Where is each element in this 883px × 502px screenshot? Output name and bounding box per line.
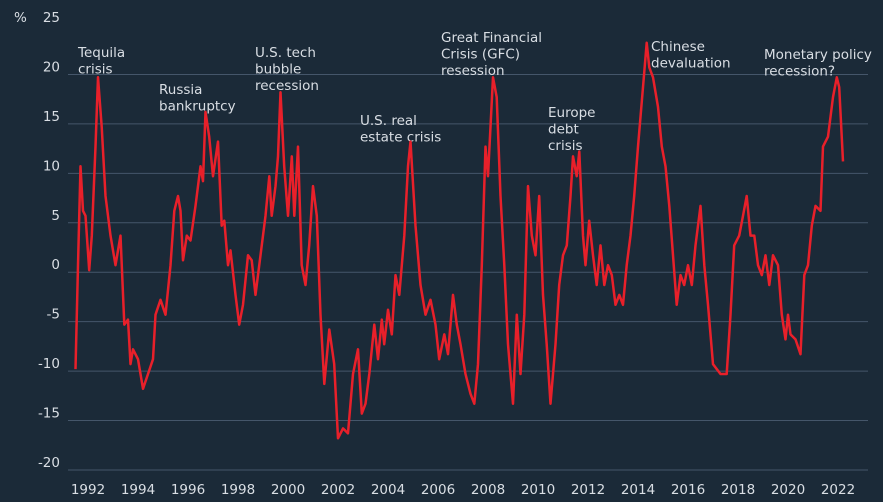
y-tick-label: 0	[51, 257, 60, 273]
annotation: U.S. real	[360, 113, 417, 129]
x-tick-label: 2002	[321, 482, 355, 498]
annotation: bankruptcy	[159, 99, 236, 115]
annotation: debt	[548, 122, 579, 138]
annotation: Crisis (GFC)	[441, 47, 520, 63]
annotation: Chinese	[651, 39, 705, 55]
y-unit: %	[14, 10, 27, 26]
x-tick-label: 2004	[371, 482, 405, 498]
annotation: bubble	[255, 62, 301, 78]
annotation: Russia	[159, 82, 202, 98]
annotation: Tequila	[77, 45, 125, 61]
x-tick-label: 1998	[221, 482, 255, 498]
y-tick-label: 20	[43, 59, 60, 75]
y-tick-label: 25	[43, 10, 60, 26]
x-tick-label: 2012	[571, 482, 605, 498]
annotation: Europe	[548, 105, 595, 121]
x-tick-label: 1992	[71, 482, 105, 498]
y-tick-label: 10	[43, 158, 60, 174]
annotation: U.S. tech	[255, 45, 316, 61]
data-line	[74, 41, 845, 440]
annotation: recession?	[764, 64, 835, 80]
x-tick-label: 2020	[771, 482, 805, 498]
annotation: devaluation	[651, 56, 731, 72]
y-tick-label: 5	[51, 208, 60, 224]
x-tick-label: 2010	[521, 482, 555, 498]
y-tick-label: 15	[43, 109, 60, 125]
annotation: Monetary policy	[764, 47, 872, 63]
y-tick-label: -15	[38, 406, 60, 422]
x-tick-label: 2008	[471, 482, 505, 498]
annotation: crisis	[548, 138, 583, 154]
y-tick-label: -10	[38, 356, 60, 372]
annotation: Great Financial	[441, 30, 542, 46]
x-tick-label: 1994	[121, 482, 155, 498]
annotation: recession	[255, 78, 319, 94]
y-tick-label: -5	[47, 307, 60, 323]
annotation: estate crisis	[360, 130, 441, 146]
x-tick-label: 2000	[271, 482, 305, 498]
y-tick-label: -20	[38, 455, 60, 471]
x-tick-label: 2006	[421, 482, 455, 498]
x-tick-label: 2018	[721, 482, 755, 498]
x-tick-label: 2016	[671, 482, 705, 498]
x-tick-label: 2014	[621, 482, 655, 498]
x-tick-label: 2022	[821, 482, 855, 498]
annotation: crisis	[78, 62, 113, 78]
annotation: resession	[441, 63, 505, 79]
x-tick-label: 1996	[171, 482, 205, 498]
